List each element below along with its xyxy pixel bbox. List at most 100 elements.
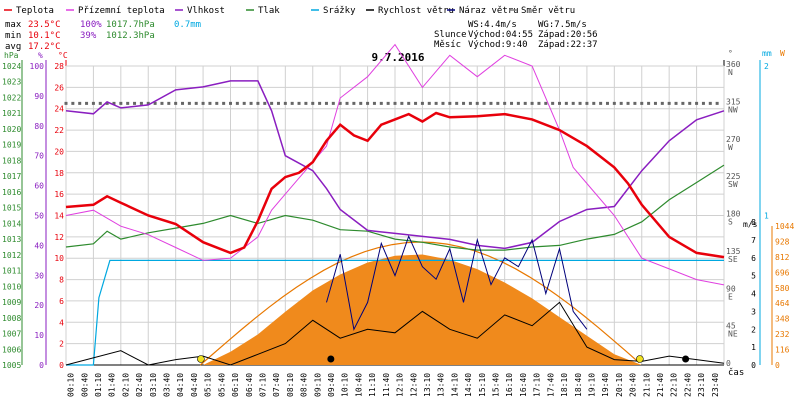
time-tick-4: 02:10: [121, 373, 130, 397]
time-tick-15: 07:40: [272, 373, 281, 397]
wind-dir-dot: [85, 101, 89, 105]
sunset-marker: [636, 355, 644, 363]
moon-set: Západ:22:37: [538, 40, 598, 50]
hpa-tick-1017: 1017: [2, 172, 21, 181]
time-tick-42: 21:10: [642, 373, 651, 397]
dir-tick-270: 270: [726, 135, 741, 144]
wind-dir-dot: [105, 101, 109, 105]
degc-tick-28: 28: [54, 62, 64, 71]
wind-dir-dot: [78, 101, 82, 105]
time-tick-28: 14:10: [450, 373, 459, 397]
sun-rise: Východ:04:55: [468, 30, 533, 40]
wind-dir-dot: [98, 101, 102, 105]
hpa-tick-1011: 1011: [2, 267, 21, 276]
ms-tick-3: 3: [751, 307, 756, 316]
moonrise-marker: [327, 355, 335, 363]
time-tick-21: 10:40: [354, 373, 363, 397]
wind-dir-dot: [181, 101, 185, 105]
time-tick-26: 13:10: [423, 373, 432, 397]
wind-dir-dot: [653, 101, 657, 105]
w-tick-812: 812: [775, 253, 790, 262]
wind-dir-dot: [146, 101, 150, 105]
time-tick-46: 23:10: [697, 373, 706, 397]
degc-tick-4: 4: [59, 318, 64, 327]
wind-dir-dot: [372, 101, 376, 105]
degc-tick-8: 8: [59, 276, 64, 285]
wind-dir-dot: [215, 101, 219, 105]
dir-tick-360: 360: [726, 60, 741, 69]
wind-dir-dot: [256, 101, 260, 105]
pct-tick-100: 100: [30, 62, 45, 71]
wind-dir-dot: [208, 101, 212, 105]
wind-dir-dot: [222, 101, 226, 105]
hpa-tick-1024: 1024: [2, 62, 21, 71]
legend-label-0: Teplota: [16, 6, 54, 16]
w-tick-232: 232: [775, 330, 790, 339]
pct-tick-50: 50: [34, 212, 44, 221]
wind-dir-dot: [414, 101, 418, 105]
wind-dir-dot: [571, 101, 575, 105]
wind-dir-dot: [496, 101, 500, 105]
stats-block: max min avg 23.5°C 10.1°C 17.2°C 100% 39…: [5, 20, 201, 52]
time-tick-38: 19:10: [588, 373, 597, 397]
wind-dir-dot: [530, 101, 534, 105]
time-tick-37: 18:40: [574, 373, 583, 397]
wind-dir-dot: [201, 101, 205, 105]
wind-dir-dot: [297, 101, 301, 105]
dir-tick-135: 135: [726, 247, 741, 256]
w-tick-580: 580: [775, 284, 790, 293]
pct-tick-20: 20: [34, 301, 44, 310]
hpa-tick-1015: 1015: [2, 204, 21, 213]
wind-dir-dot: [112, 101, 116, 105]
wind-dir-dot: [229, 101, 232, 105]
wind-dir-dot: [660, 101, 664, 105]
dir-label-S: S: [728, 218, 733, 227]
w-unit: W: [780, 49, 785, 58]
stat-avg-label: avg: [5, 42, 21, 52]
time-tick-31: 15:40: [492, 373, 501, 397]
degc-tick-16: 16: [54, 190, 64, 199]
ms-tick-5: 5: [751, 272, 756, 281]
time-tick-2: 01:10: [94, 373, 103, 397]
wind-dir-dot: [386, 101, 390, 105]
pct-tick-80: 80: [34, 122, 44, 131]
wind-dir-dot: [688, 101, 692, 105]
wind-dir-dot: [126, 101, 130, 105]
stat-min-temp: 10.1°C: [28, 31, 61, 41]
wind-dir-dot: [448, 101, 452, 105]
wind-dir-dot: [503, 101, 507, 105]
wind-dir-dot: [427, 101, 431, 105]
ms-tick-6: 6: [751, 254, 756, 263]
dir-label-E: E: [728, 292, 733, 301]
wind-dir-dot: [468, 101, 472, 105]
time-tick-47: 23:40: [711, 373, 720, 397]
left-axes: hPa% °C1024102310221021102010191018101710…: [2, 51, 68, 370]
wind-dir-dot: [304, 101, 308, 105]
legend-label-5: Rychlost větru: [378, 6, 454, 16]
sunrise-marker: [197, 355, 205, 363]
time-tick-12: 06:10: [231, 373, 240, 397]
ms-tick-1: 1: [751, 343, 756, 352]
hpa-tick-1006: 1006: [2, 345, 21, 354]
dir-unit: °: [728, 49, 733, 58]
wind-dir-dot: [235, 101, 239, 105]
wind-dir-dot: [187, 101, 191, 105]
time-tick-29: 14:40: [464, 373, 473, 397]
dir-label-SE: SE: [728, 255, 738, 264]
time-tick-0: 00:10: [67, 373, 76, 397]
degc-tick-14: 14: [54, 212, 64, 221]
w-tick-116: 116: [775, 346, 790, 355]
time-tick-36: 18:10: [560, 373, 569, 397]
w-tick-1044: 1044: [775, 222, 794, 231]
wind-dir-dot: [119, 101, 123, 105]
wind-dir-dot: [537, 101, 541, 105]
time-tick-18: 09:10: [313, 373, 322, 397]
dir-tick-0: 0: [726, 359, 731, 368]
degc-tick-0: 0: [59, 361, 64, 370]
degc-tick-22: 22: [54, 126, 64, 135]
wind-dir-dot: [681, 101, 685, 105]
wind-dir-dot: [311, 101, 315, 105]
legend-label-7: Směr větru: [521, 6, 575, 16]
degc-unit: °C: [58, 51, 68, 60]
time-tick-3: 01:40: [108, 373, 117, 397]
